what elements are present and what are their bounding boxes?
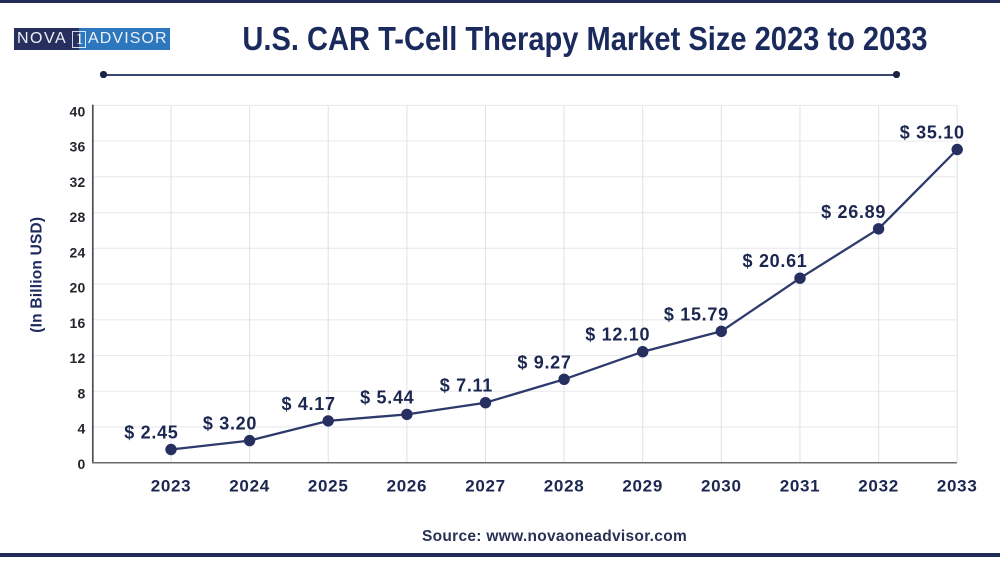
svg-text:2027: 2027 [465,477,506,496]
svg-text:2029: 2029 [622,477,663,496]
svg-text:12: 12 [70,350,86,366]
svg-text:36: 36 [70,139,86,155]
svg-text:$ 26.89: $ 26.89 [821,202,886,222]
svg-text:$ 12.10: $ 12.10 [585,325,650,345]
svg-text:$ 20.61: $ 20.61 [743,251,808,271]
svg-text:$ 2.45: $ 2.45 [124,423,178,443]
svg-text:2023: 2023 [151,477,192,496]
svg-text:2024: 2024 [229,477,270,496]
svg-text:28: 28 [70,209,86,225]
svg-text:$ 35.10: $ 35.10 [900,123,965,143]
svg-text:2026: 2026 [387,477,428,496]
svg-text:$ 3.20: $ 3.20 [203,414,257,434]
svg-text:20: 20 [70,280,86,296]
svg-text:2032: 2032 [858,477,899,496]
svg-text:$ 7.11: $ 7.11 [440,376,493,396]
svg-text:2025: 2025 [308,477,349,496]
svg-text:8: 8 [78,385,86,401]
svg-text:32: 32 [70,174,86,190]
svg-text:2028: 2028 [544,477,585,496]
svg-text:(In Billion USD): (In Billion USD) [28,217,45,333]
svg-text:2031: 2031 [780,477,821,496]
svg-text:$ 15.79: $ 15.79 [664,304,729,324]
svg-text:2033: 2033 [937,477,978,496]
svg-text:4: 4 [78,421,86,437]
svg-text:2030: 2030 [701,477,742,496]
svg-text:$ 5.44: $ 5.44 [360,387,414,407]
svg-text:24: 24 [70,244,86,260]
svg-text:$ 9.27: $ 9.27 [517,352,571,372]
svg-text:16: 16 [70,315,86,331]
svg-text:40: 40 [70,103,86,119]
svg-text:0: 0 [78,456,86,472]
svg-text:$ 4.17: $ 4.17 [281,394,335,414]
